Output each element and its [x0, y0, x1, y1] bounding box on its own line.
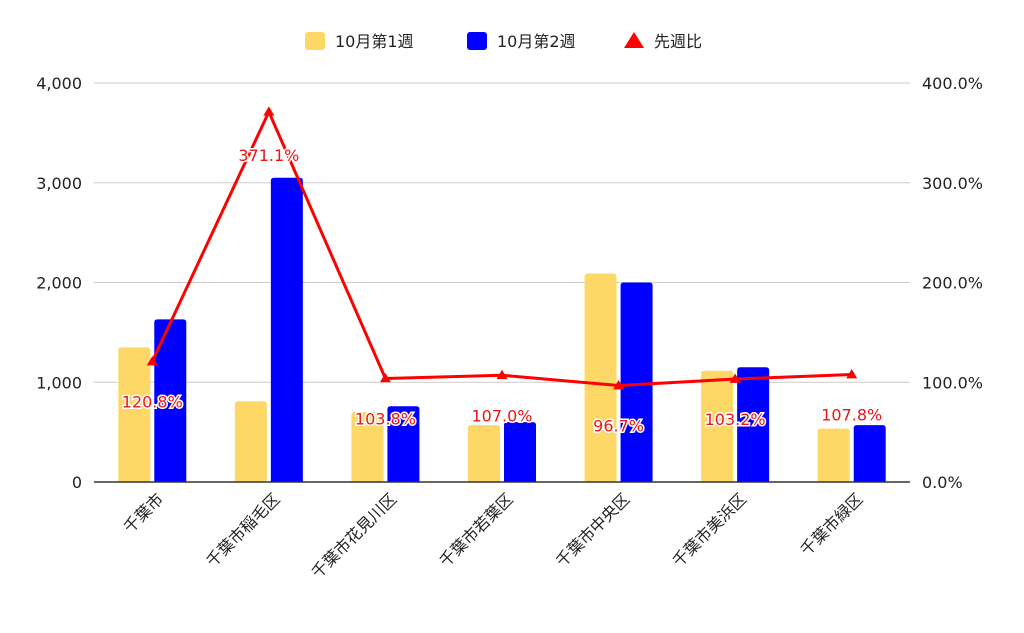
- bar-week1: [118, 347, 151, 482]
- bars: [118, 177, 886, 482]
- left-tick-label: 1,000: [36, 373, 82, 392]
- legend-swatch: [467, 32, 487, 50]
- right-tick-label: 200.0%: [922, 274, 983, 293]
- bar-week2: [504, 422, 536, 482]
- category-label: 千葉市花見川区: [308, 489, 401, 582]
- category-labels: 千葉市 千葉市稲毛区 千葉市花見川区 千葉市若葉区 千葉市中央区 千葉市美浜区 千葉市緑区: [120, 489, 867, 582]
- left-tick-label: 2,000: [36, 274, 82, 293]
- legend-swatch: [305, 32, 325, 50]
- category-label: 千葉市若葉区: [436, 489, 517, 570]
- bar-week2: [270, 177, 303, 482]
- category-label: 千葉市中央区: [552, 489, 633, 570]
- right-tick-label: 300.0%: [922, 174, 983, 193]
- ratio-point: [846, 368, 858, 379]
- ratio-data-label: 371.1%: [238, 146, 299, 165]
- left-tick-label: 4,000: [36, 74, 82, 93]
- gridlines: [94, 82, 910, 383]
- bar-week1: [234, 401, 267, 482]
- right-tick-label: 400.0%: [922, 74, 983, 93]
- left-tick-label: 0: [72, 473, 82, 492]
- ratio-data-label: 96.7%: [593, 417, 644, 436]
- bar-week1: [584, 273, 617, 482]
- category-label: 千葉市美浜区: [669, 489, 750, 570]
- legend-triangle-icon: [624, 32, 644, 48]
- bar-week2: [620, 282, 653, 482]
- left-tick-label: 3,000: [36, 174, 82, 193]
- ratio-point: [729, 373, 741, 383]
- ratio-point: [146, 356, 158, 366]
- ratio-data-label: 107.0%: [471, 406, 532, 425]
- bar-week1: [701, 370, 734, 482]
- legend-label: 先週比: [654, 32, 702, 51]
- ratio-line: 120.8% 371.1% 103.8% 107.0% 96.7% 103.2% 107.8…: [120, 106, 884, 437]
- ratio-data-label: 103.8%: [355, 409, 416, 428]
- right-axis: 0.0% 100.0% 200.0% 300.0% 400.0%: [922, 74, 983, 492]
- ratio-point: [496, 369, 508, 380]
- right-tick-label: 0.0%: [922, 473, 963, 492]
- ratio-point: [613, 380, 625, 390]
- bar-week1: [817, 428, 850, 482]
- ratio-point: [263, 106, 275, 116]
- legend-label: 10月第1週: [335, 32, 414, 51]
- bar-week1: [468, 425, 500, 482]
- bar-week2: [387, 406, 420, 482]
- ratio-data-label: 103.2%: [705, 410, 766, 429]
- bar-week2: [737, 367, 770, 482]
- bar-week2: [853, 425, 886, 482]
- legend: 10月第1週 10月第2週 先週比: [305, 32, 702, 51]
- category-label: 千葉市稲毛区: [202, 489, 283, 570]
- ratio-data-label: 107.8%: [821, 405, 882, 424]
- category-label: 千葉市緑区: [797, 489, 867, 559]
- bar-week2: [154, 319, 187, 482]
- category-label: 千葉市: [120, 489, 167, 536]
- left-axis: 0 1,000 2,000 3,000 4,000: [36, 74, 82, 492]
- right-tick-label: 100.0%: [922, 373, 983, 392]
- ratio-point: [379, 372, 391, 383]
- ratio-data-label: 120.8%: [122, 393, 183, 412]
- legend-label: 10月第2週: [497, 32, 576, 51]
- bar-week1: [351, 412, 384, 482]
